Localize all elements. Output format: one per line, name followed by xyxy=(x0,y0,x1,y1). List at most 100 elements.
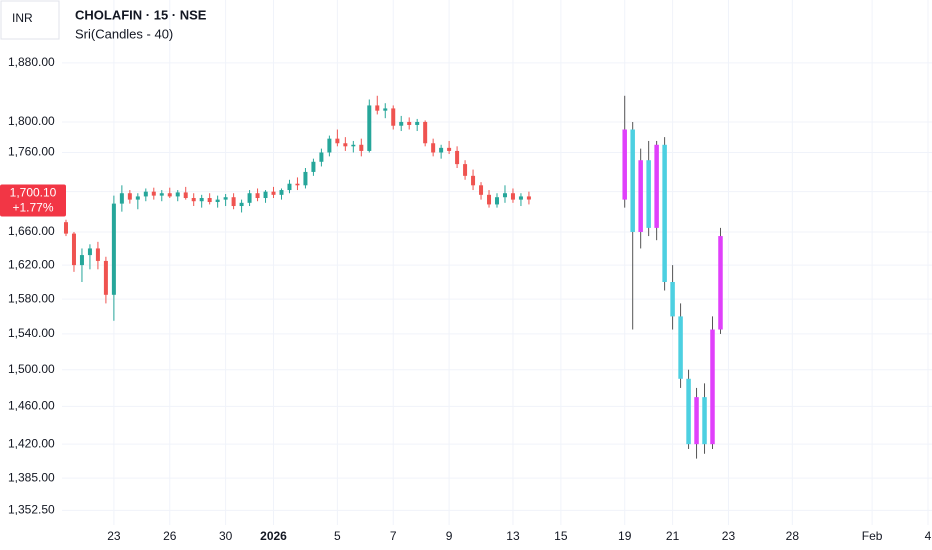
chart-title: CHOLAFIN · 15 · NSE xyxy=(75,7,207,22)
candle-body xyxy=(247,193,252,203)
y-tick-label: 1,660.00 xyxy=(8,224,55,238)
candle-body xyxy=(231,197,236,207)
candle-body xyxy=(407,121,412,125)
y-tick-label: 1,420.00 xyxy=(8,436,55,450)
candle-body xyxy=(391,108,396,126)
x-tick-label: 23 xyxy=(722,529,736,543)
candle-body xyxy=(343,143,348,147)
candle-body xyxy=(471,175,476,186)
y-tick-label: 1,580.00 xyxy=(8,291,55,305)
candle-body xyxy=(367,105,372,151)
candle-body xyxy=(263,191,268,199)
candle-body xyxy=(199,198,204,202)
price-tag xyxy=(0,184,66,217)
price-tag-label: 1,700.10 xyxy=(10,186,57,200)
candle-body xyxy=(63,222,68,234)
candle-body xyxy=(638,160,643,232)
candle-body xyxy=(127,193,132,200)
candle-body xyxy=(718,236,723,330)
candle-body xyxy=(327,138,332,153)
candle-body xyxy=(686,378,691,445)
x-tick-label: 26 xyxy=(163,529,177,543)
candle-body xyxy=(215,199,220,203)
candle-body xyxy=(654,144,659,228)
candle-body xyxy=(662,144,667,282)
candle-body xyxy=(167,193,172,197)
candle-body xyxy=(183,192,188,199)
candle-body xyxy=(710,329,715,445)
candle-body xyxy=(502,193,507,198)
candle-body xyxy=(95,248,100,261)
candle-body xyxy=(447,147,452,151)
candle-body xyxy=(71,233,76,266)
candle-body xyxy=(191,198,196,202)
candle-body xyxy=(463,164,468,176)
candle-body xyxy=(287,183,292,191)
x-tick-label: 19 xyxy=(618,529,632,543)
candle-body xyxy=(670,281,675,317)
x-tick-label: 30 xyxy=(219,529,233,543)
y-tick-label: 1,800.00 xyxy=(8,114,55,128)
candle-body xyxy=(495,197,499,205)
candle-body xyxy=(207,198,212,203)
candle-body xyxy=(103,260,108,295)
candle-body xyxy=(295,183,300,186)
candle-body xyxy=(510,193,515,200)
candle-body xyxy=(79,255,84,266)
candle-body xyxy=(239,202,244,207)
candle-body xyxy=(678,316,683,379)
x-tick-label: 5 xyxy=(334,529,341,543)
candle-body xyxy=(351,144,356,147)
x-tick-label: 9 xyxy=(446,529,453,543)
candle-body xyxy=(271,191,276,195)
candle-body xyxy=(359,144,364,151)
candle-body xyxy=(423,121,428,144)
candle-body xyxy=(646,160,651,228)
candle-body xyxy=(175,192,180,197)
x-tick-label: 28 xyxy=(786,529,800,543)
candle-body xyxy=(223,197,228,200)
y-tick-label: 1,620.00 xyxy=(8,257,55,271)
candle-body xyxy=(303,171,308,186)
candle-body xyxy=(399,121,404,126)
candle-body xyxy=(151,191,156,196)
candle-body xyxy=(279,190,284,195)
candle-body xyxy=(479,185,484,195)
x-tick-label: 23 xyxy=(107,529,121,543)
y-tick-label: 1,500.00 xyxy=(8,362,55,376)
currency: INR xyxy=(12,11,33,25)
x-tick-label: 15 xyxy=(554,529,568,543)
grid xyxy=(62,0,932,525)
candle-body xyxy=(143,191,148,197)
x-tick-label: 13 xyxy=(506,529,520,543)
y-tick-label: 1,385.00 xyxy=(8,470,55,484)
y-tick-label: 1,880.00 xyxy=(8,55,55,69)
candle-body xyxy=(415,121,420,125)
candle-body xyxy=(311,161,316,172)
y-tick-label: 1,540.00 xyxy=(8,326,55,340)
y-tick-label: 1,352.50 xyxy=(8,503,55,517)
x-tick-label: Feb xyxy=(862,529,883,543)
x-tick-label: 21 xyxy=(666,529,680,543)
candle-body xyxy=(702,397,707,445)
currency-box xyxy=(0,0,60,40)
y-tick-label: 1,460.00 xyxy=(8,399,55,413)
candle-body xyxy=(375,105,380,111)
candle-body xyxy=(87,248,92,256)
x-tick-label: 4 xyxy=(925,529,932,543)
candle-body xyxy=(455,150,460,165)
candle-body xyxy=(111,203,116,295)
candle-body xyxy=(630,129,635,232)
candle-body xyxy=(255,193,260,199)
candle-body xyxy=(431,143,436,153)
x-tick-label: 7 xyxy=(390,529,397,543)
x-tick-label: 2026 xyxy=(260,529,287,543)
candle-body xyxy=(159,193,164,196)
candle-body xyxy=(694,397,699,445)
candle-body xyxy=(518,196,523,200)
candle-body xyxy=(383,108,388,111)
marks xyxy=(63,95,723,459)
candle-body xyxy=(487,194,492,205)
